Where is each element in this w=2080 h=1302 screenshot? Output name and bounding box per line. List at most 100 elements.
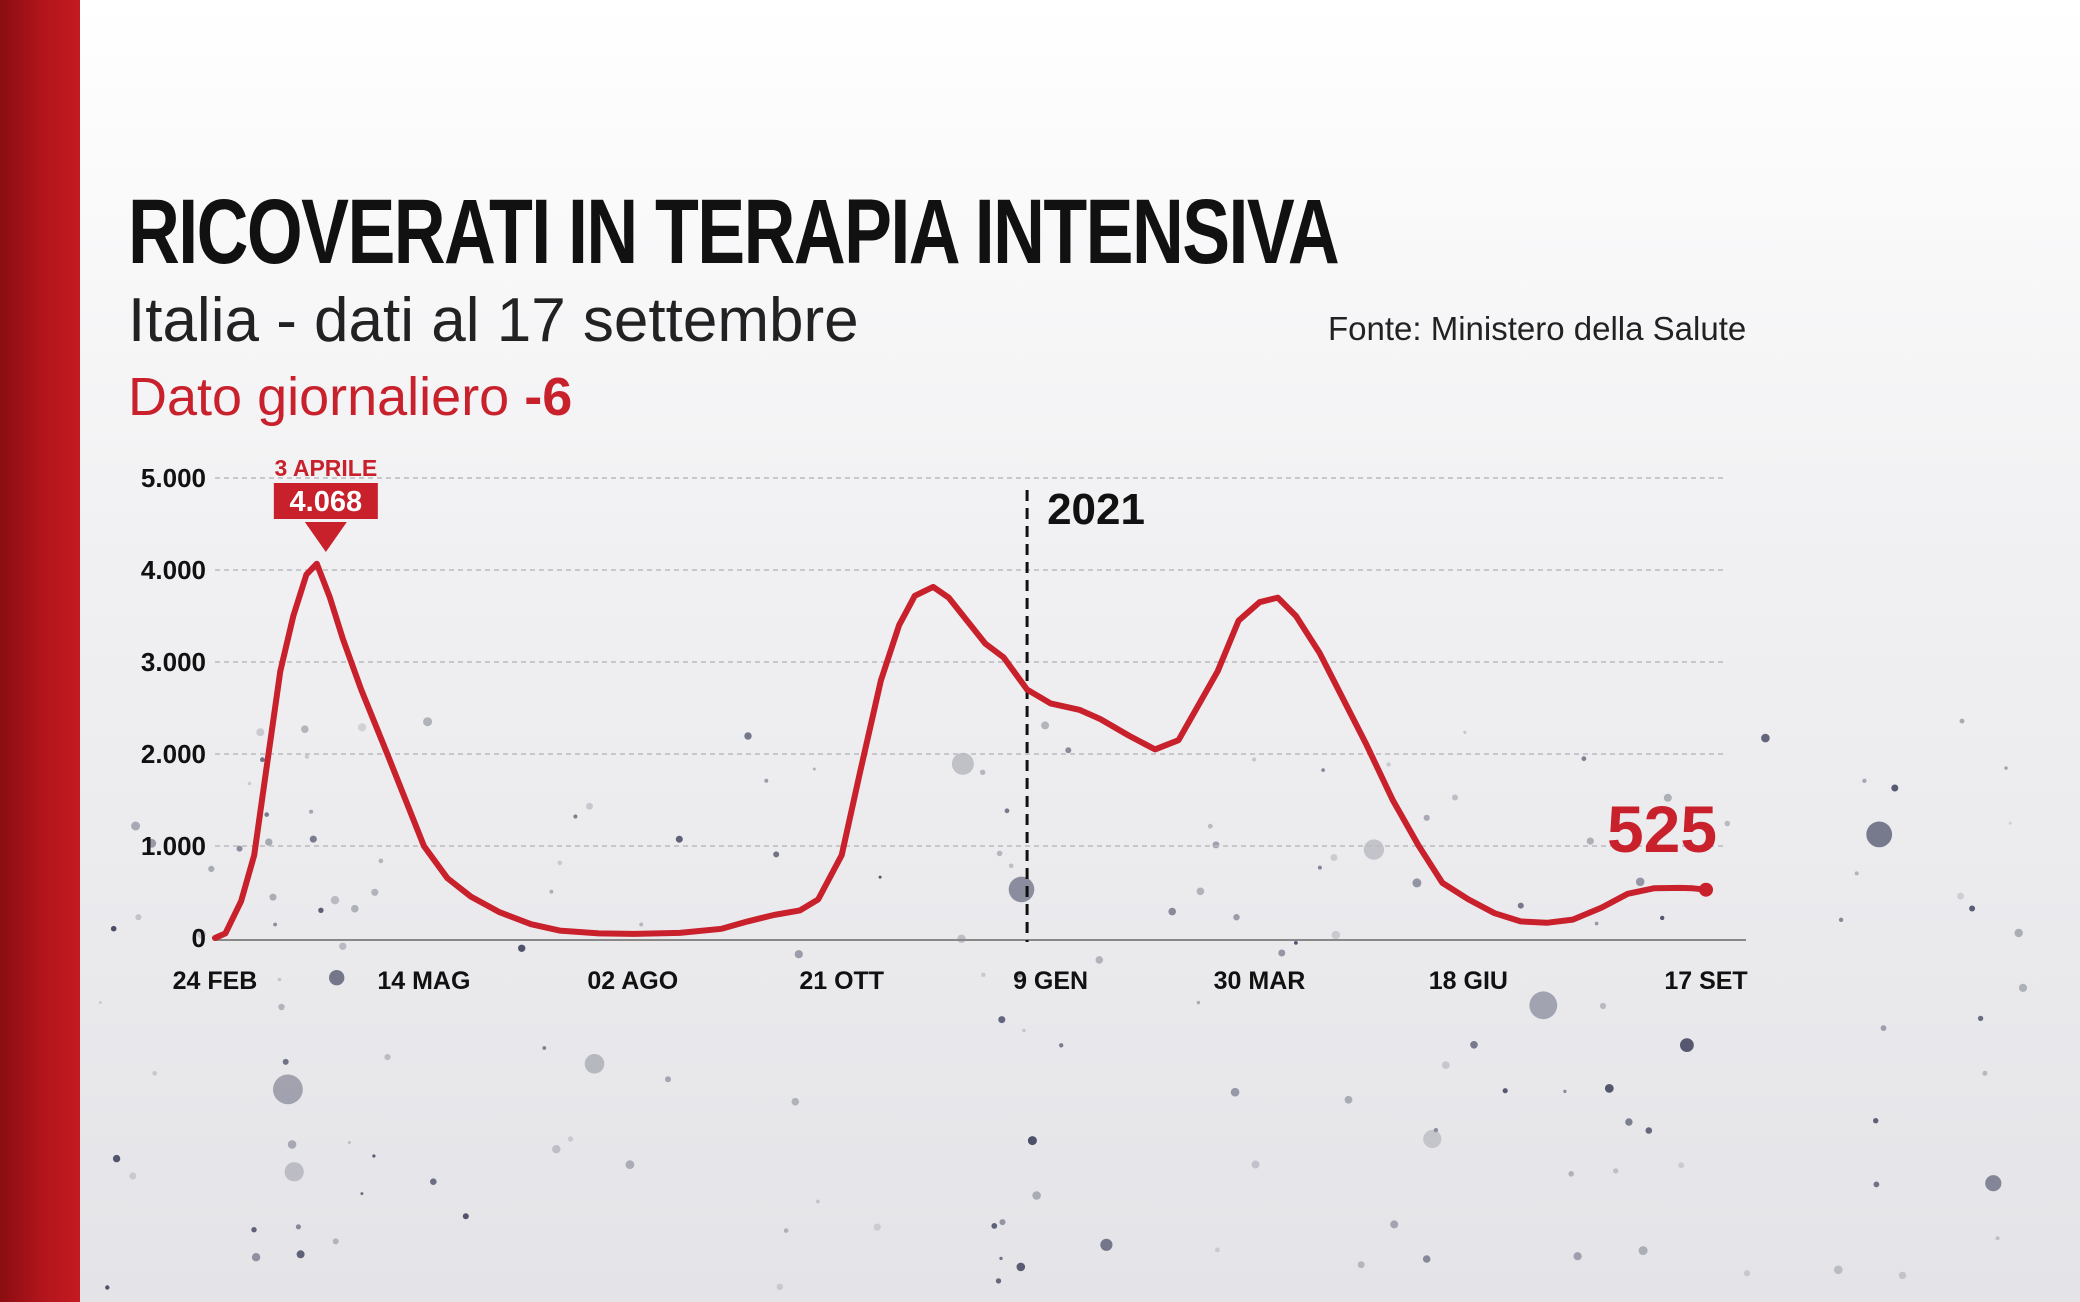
background-dot <box>110 925 117 932</box>
background-dot <box>1581 756 1587 762</box>
background-dot <box>1196 1000 1201 1005</box>
daily-change-value: -6 <box>524 367 573 427</box>
background-dot <box>1032 1191 1041 1200</box>
series-line <box>212 560 1709 941</box>
background-dot <box>1196 887 1205 896</box>
background-dot <box>1423 1129 1442 1149</box>
background-dot <box>430 1178 437 1185</box>
background-dot <box>518 944 526 952</box>
background-dot <box>1969 905 1976 912</box>
background-dot <box>1985 1175 2002 1192</box>
background-dot <box>1433 1128 1439 1133</box>
background-dot <box>1321 768 1325 772</box>
background-dot <box>371 888 379 896</box>
background-dot <box>675 835 683 843</box>
background-dot <box>462 1213 469 1220</box>
background-dot <box>372 1154 376 1158</box>
background-dot <box>1873 1181 1880 1188</box>
chart-title: RICOVERATI IN TERAPIA INTENSIVA <box>128 181 1340 283</box>
background-dot <box>995 1278 1002 1284</box>
peak-date-label: 3 APRILE <box>275 455 378 481</box>
background-dot <box>1027 1136 1037 1146</box>
background-dot <box>951 752 974 775</box>
background-dot <box>981 972 986 977</box>
background-dot <box>1294 941 1298 945</box>
background-dot <box>557 860 563 866</box>
background-dot <box>296 1250 305 1259</box>
background-dot <box>2014 928 2023 938</box>
background-dot <box>783 1228 789 1233</box>
background-dot <box>1613 1168 1619 1174</box>
background-dot <box>1357 1261 1365 1269</box>
background-dot <box>1095 956 1104 964</box>
background-dot <box>812 767 816 771</box>
background-dot <box>236 845 243 852</box>
background-dot <box>1880 1025 1887 1031</box>
background-dot <box>282 1058 289 1065</box>
background-dot <box>251 1253 261 1262</box>
background-dot <box>1638 1246 1648 1256</box>
background-dot <box>996 850 1003 857</box>
background-dot <box>1898 1271 1907 1280</box>
background-dot <box>1660 915 1665 921</box>
background-dot <box>2004 766 2008 770</box>
background-dot <box>98 1001 102 1005</box>
background-dot <box>1854 871 1859 876</box>
background-dot <box>278 1003 285 1011</box>
background-dot <box>1059 1043 1064 1048</box>
background-dot <box>1563 1089 1567 1093</box>
background-dot <box>152 1071 157 1076</box>
background-dot <box>1017 973 1022 978</box>
background-dot <box>284 1162 304 1182</box>
background-dot <box>347 1140 351 1145</box>
background-dot <box>351 904 359 913</box>
background-dot <box>1215 1247 1220 1253</box>
peak-value-box <box>273 483 378 519</box>
background-dot <box>196 929 206 939</box>
y-tick-label: 2.000 <box>141 739 206 769</box>
background-dot <box>1008 876 1035 903</box>
chart-subtitle: Italia - dati al 17 settembre <box>128 286 859 355</box>
background-dot <box>773 851 780 858</box>
background-dot <box>1529 991 1558 1020</box>
background-dot <box>980 769 986 775</box>
background-dot <box>1680 1038 1694 1052</box>
background-dot <box>776 1283 784 1291</box>
x-tick-label: 02 AGO <box>587 967 678 995</box>
background-dot <box>567 1136 574 1142</box>
background-dot <box>1761 733 1770 743</box>
x-tick-label: 21 OTT <box>799 967 884 995</box>
y-tick-label: 3.000 <box>141 647 206 677</box>
last-value-label: 525 <box>1607 792 1717 866</box>
chart-grid <box>215 477 1726 847</box>
background-dot <box>309 809 314 814</box>
background-dot <box>269 893 277 901</box>
background-dot <box>1982 1070 1988 1076</box>
x-tick-label: 9 GEN <box>1013 967 1088 995</box>
peak-arrow-icon <box>304 522 347 552</box>
background-dot <box>1977 1015 1984 1022</box>
background-dot <box>1422 1255 1431 1263</box>
background-dot <box>301 725 309 733</box>
background-dot <box>1995 1236 2000 1241</box>
background-dot <box>991 1223 998 1229</box>
background-dot <box>1252 757 1257 762</box>
background-dot <box>273 922 277 927</box>
background-dot <box>260 757 265 763</box>
background-dot <box>1586 837 1594 845</box>
daily-change: Dato giornaliero -6 <box>128 366 572 428</box>
background-dot <box>1207 823 1213 829</box>
background-dots <box>98 717 2028 1291</box>
background-dot <box>1233 914 1240 921</box>
background-dot <box>1604 1084 1614 1093</box>
background-dot <box>1834 1265 1843 1275</box>
background-dot <box>764 778 769 783</box>
source-note: Fonte: Ministero della Salute <box>1328 310 1747 347</box>
y-tick-label: 4.000 <box>141 555 206 585</box>
x-tick-label: 14 MAG <box>377 967 470 995</box>
background-dot <box>329 970 345 986</box>
background-dot <box>549 889 554 894</box>
background-dot <box>1568 1171 1574 1177</box>
background-dot <box>1230 1087 1240 1097</box>
x-tick-label: 30 MAR <box>1214 967 1306 995</box>
